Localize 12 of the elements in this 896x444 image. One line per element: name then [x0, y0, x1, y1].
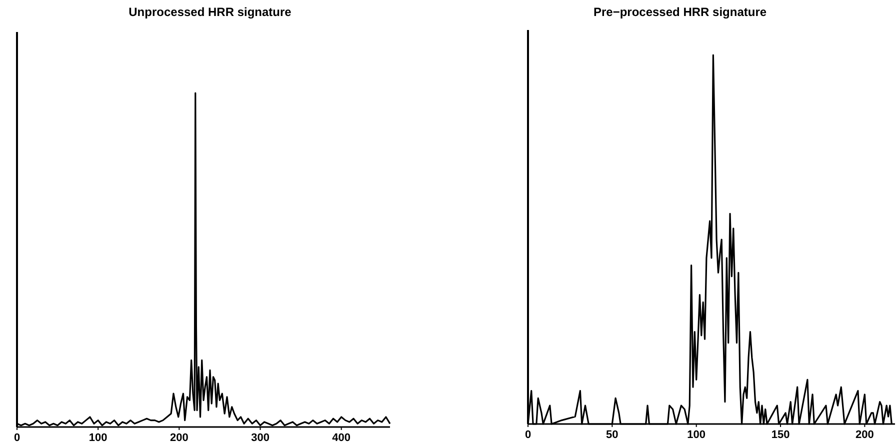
- x-tick-label: 200: [170, 432, 188, 444]
- chart-title: Unprocessed HRR signature: [128, 5, 292, 19]
- x-tick-label: 0: [524, 429, 532, 441]
- x-tick-label: 150: [771, 429, 790, 441]
- x-tick-label: 100: [88, 432, 108, 444]
- x-tick-label: 100: [687, 429, 706, 441]
- x-tick-label: 50: [606, 429, 618, 441]
- x-tick-label: 300: [251, 432, 270, 444]
- x-tick-label: 200: [856, 429, 874, 441]
- chart-title: Pre−processed HRR signature: [593, 5, 767, 19]
- x-tick-label: 400: [332, 432, 351, 444]
- x-tick-label: 0: [14, 432, 20, 444]
